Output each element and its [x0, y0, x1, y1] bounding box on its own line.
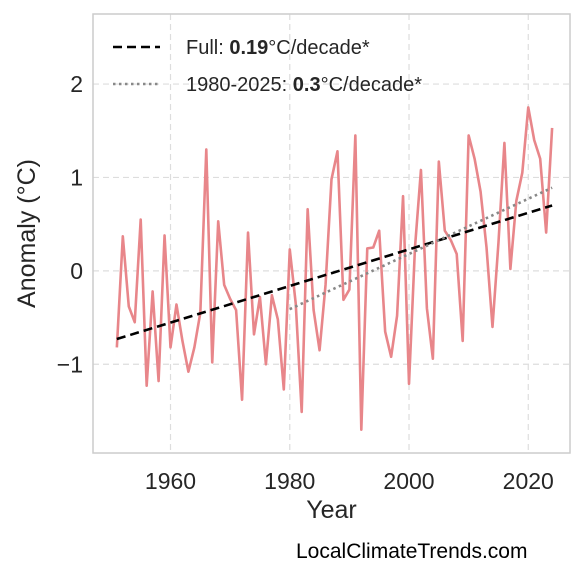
legend-recent-value: 0.3 — [293, 74, 321, 96]
x-tick-label: 1960 — [145, 468, 196, 494]
y-tick-label: 2 — [70, 71, 83, 97]
legend-full-suffix: °C/decade* — [268, 37, 370, 59]
legend-entry-full-trend: Full: 0.19°C/decade* — [186, 37, 370, 59]
x-axis-ticks: 1960 1980 2000 2020 — [145, 468, 554, 494]
x-tick-label: 2000 — [383, 468, 434, 494]
y-tick-label: 0 — [70, 258, 83, 284]
plot-frame — [92, 13, 571, 454]
y-tick-label: 1 — [70, 164, 83, 190]
y-axis-label: Anomaly (°C) — [13, 159, 41, 308]
x-tick-label: 2020 — [503, 468, 554, 494]
legend-recent-prefix: 1980-2025: — [186, 74, 293, 96]
x-axis-label: Year — [306, 496, 357, 524]
x-tick-label: 1980 — [264, 468, 315, 494]
legend-recent-suffix: °C/decade* — [321, 74, 423, 96]
recent-trend-line — [289, 186, 553, 311]
source-credit: LocalClimateTrends.com — [296, 540, 528, 563]
legend: Full: 0.19°C/decade* 1980-2025: 0.3°C/de… — [113, 37, 422, 96]
anomaly-series-line — [115, 106, 554, 431]
trend-layer — [116, 186, 553, 341]
full-trend-line — [116, 204, 553, 341]
legend-full-value: 0.19 — [229, 37, 268, 59]
y-tick-label: −1 — [57, 351, 83, 377]
series-layer — [115, 106, 554, 431]
y-axis-ticks: −1 0 1 2 — [57, 71, 83, 377]
legend-entry-recent-trend: 1980-2025: 0.3°C/decade* — [186, 74, 422, 96]
legend-full-prefix: Full: — [186, 37, 229, 59]
